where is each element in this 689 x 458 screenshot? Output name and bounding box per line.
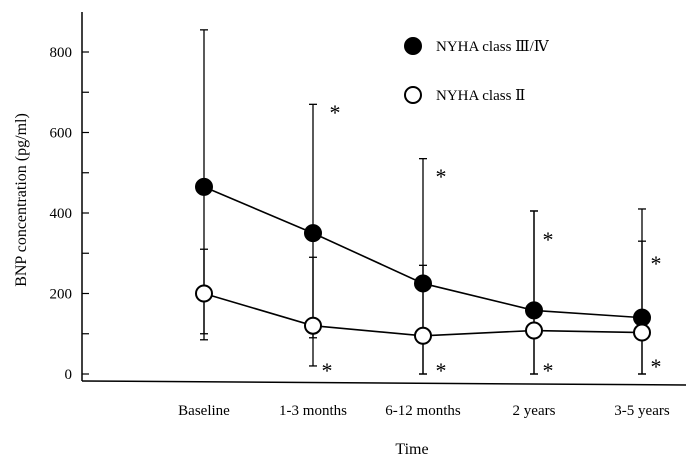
x-category-labels: Baseline 1-3 months 6-12 months 2 years 3-5 …	[178, 403, 670, 419]
data-point-open	[633, 323, 651, 342]
x-axis-line	[81, 380, 687, 386]
significance-asterisk: *	[543, 227, 554, 252]
x-category-label: 2 years	[513, 403, 556, 419]
y-tick-label: 200	[50, 287, 73, 303]
data-point-open	[304, 316, 322, 335]
data-point-filled	[633, 308, 651, 327]
legend-marker-class-ii	[404, 86, 422, 104]
significance-asterisk: *	[436, 164, 447, 189]
data-point-filled	[195, 177, 213, 196]
x-category-label: 6-12 months	[385, 403, 461, 419]
x-category-label: Baseline	[178, 403, 230, 419]
error-bars	[200, 29, 646, 375]
y-axis-title: BNP concentration (pg/ml)	[13, 113, 30, 287]
axes	[81, 12, 687, 386]
significance-asterisk: *	[322, 358, 333, 383]
significance-asterisk: *	[436, 358, 447, 383]
y-tick-label: 600	[50, 126, 73, 142]
y-tick-label: 0	[65, 367, 73, 383]
data-point-open	[414, 326, 432, 345]
data-point-filled	[414, 274, 432, 293]
significance-asterisk: *	[543, 358, 554, 383]
data-point-open	[195, 284, 213, 303]
x-axis-title: Time	[395, 441, 428, 458]
significance-markers: * * * * * * * *	[322, 100, 662, 383]
legend-label-class-iii-iv: NYHA class Ⅲ/Ⅳ	[436, 39, 550, 55]
data-point-filled	[304, 224, 322, 243]
significance-asterisk: *	[651, 251, 662, 276]
data-point-filled	[525, 301, 543, 320]
data-markers	[195, 177, 651, 345]
data-point-open	[525, 321, 543, 340]
x-category-label: 1-3 months	[279, 403, 347, 419]
legend-marker-class-iii-iv	[404, 37, 422, 55]
significance-asterisk: *	[651, 354, 662, 379]
y-tick-label: 800	[50, 45, 73, 61]
y-tick-labels: 0 200 400 600 800	[50, 45, 73, 383]
legend-label-class-ii: NYHA class Ⅱ	[436, 88, 525, 104]
y-tick-label: 400	[50, 206, 73, 222]
legend: NYHA class Ⅲ/Ⅳ NYHA class Ⅱ	[404, 37, 550, 104]
x-category-label: 3-5 years	[614, 403, 670, 419]
significance-asterisk: *	[330, 100, 341, 125]
